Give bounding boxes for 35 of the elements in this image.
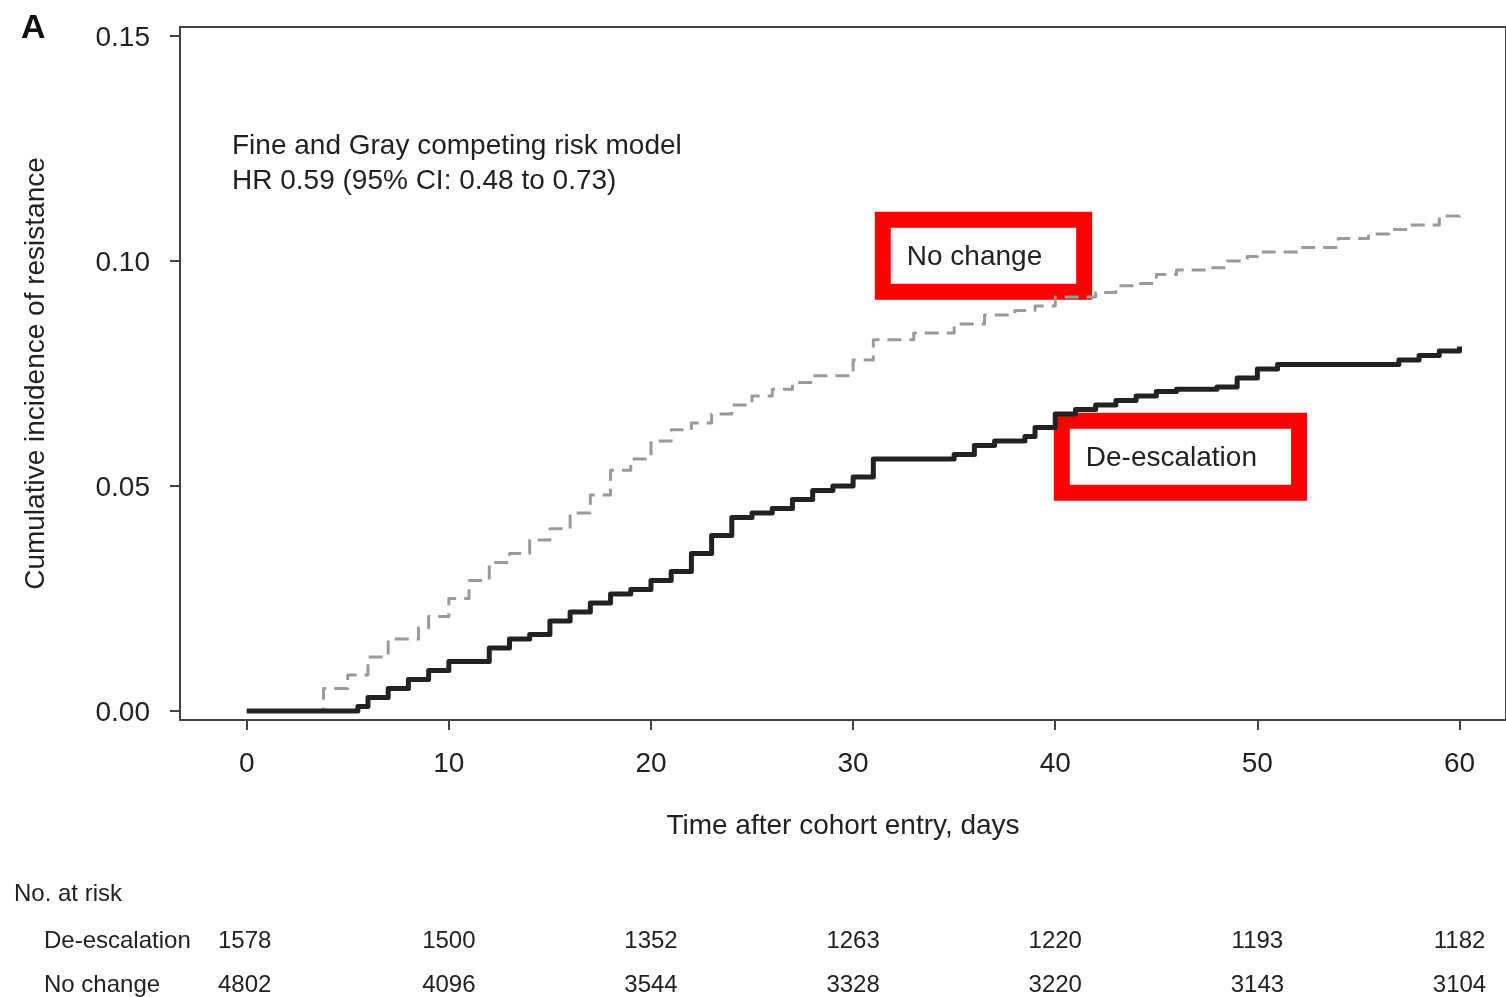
y-tick-label: 0.15 [95, 20, 150, 52]
x-tick-label: 40 [1039, 746, 1071, 778]
y-tick-label: 0.05 [95, 470, 150, 502]
text: 3220 [1028, 969, 1082, 997]
x-tick-label: 20 [635, 746, 667, 778]
text: De-escalation [44, 925, 191, 953]
annotation: Fine and Gray competing risk model [232, 128, 682, 160]
x-axis-title: Time after cohort entry, days [666, 808, 1020, 840]
chart-title: A [21, 7, 46, 45]
text: 1500 [422, 925, 476, 953]
series-label: No change [906, 240, 1043, 272]
text: 1193 [1231, 925, 1284, 953]
text: 1578 [218, 925, 272, 953]
y-tick-label: 0.00 [95, 695, 150, 727]
text: 1220 [1028, 925, 1082, 953]
text: 1263 [826, 925, 880, 953]
annotation: HR 0.59 (95% CI: 0.48 to 0.73) [232, 163, 617, 195]
text: 3544 [624, 969, 678, 997]
text: 3328 [826, 969, 880, 997]
series-label: De-escalation [1085, 441, 1257, 473]
text: 4802 [218, 969, 272, 997]
x-tick-label: 10 [433, 746, 465, 778]
x-tick-label: 60 [1443, 746, 1476, 778]
x-tick-label: 50 [1241, 746, 1273, 778]
text: 3143 [1230, 969, 1285, 997]
text: No change [44, 969, 161, 997]
text: 4096 [422, 969, 476, 997]
text: 1352 [624, 925, 678, 953]
x-tick-label: 30 [837, 746, 869, 778]
text: No. at risk [14, 878, 124, 906]
x-tick-label: 0 [238, 746, 255, 778]
y-tick-label: 0.10 [95, 245, 150, 277]
y-axis-title: Cumulative incidence of resistance [18, 157, 50, 590]
text: 3104 [1432, 969, 1487, 997]
text: 1182 [1433, 925, 1486, 953]
